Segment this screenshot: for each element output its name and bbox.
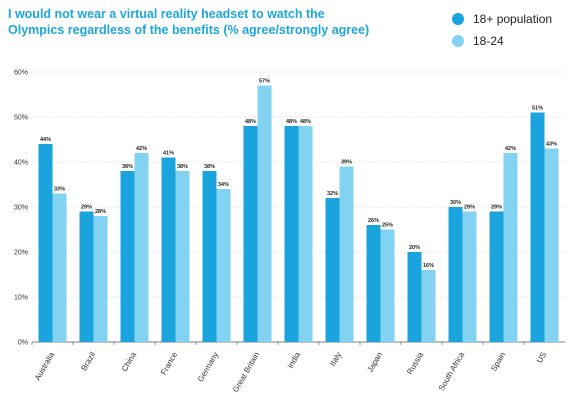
data-label: 48% xyxy=(300,119,311,125)
x-tick-label: France xyxy=(159,350,180,377)
bar xyxy=(380,229,395,342)
data-label: 42% xyxy=(136,146,147,152)
data-label: 16% xyxy=(423,263,434,269)
x-tick-label: Germany xyxy=(196,351,220,384)
legend-item-18-24: 18-24 xyxy=(452,30,552,52)
bar xyxy=(79,211,94,342)
bar xyxy=(134,153,149,342)
x-tick-label: Spain xyxy=(489,351,507,373)
data-label: 38% xyxy=(204,164,215,170)
data-label: 33% xyxy=(54,187,65,193)
x-tick-label: China xyxy=(120,350,139,373)
bar xyxy=(462,211,477,342)
x-tick-label: Italy xyxy=(328,351,343,368)
data-label: 48% xyxy=(245,119,256,125)
data-label: 29% xyxy=(81,205,92,211)
x-tick-label: US xyxy=(535,351,548,365)
bar xyxy=(202,171,217,342)
data-label: 38% xyxy=(122,164,133,170)
x-tick-label: Brazil xyxy=(79,350,97,372)
data-label: 32% xyxy=(327,191,338,197)
data-label: 34% xyxy=(218,182,229,188)
bar xyxy=(544,148,559,342)
data-label: 57% xyxy=(259,79,270,85)
x-tick-label: Russia xyxy=(405,350,425,376)
data-label: 20% xyxy=(409,245,420,251)
bar xyxy=(421,270,436,342)
y-tick-label: 50% xyxy=(14,115,28,122)
data-label: 38% xyxy=(177,164,188,170)
y-tick-label: 40% xyxy=(14,160,28,167)
bar xyxy=(52,193,67,342)
bar xyxy=(489,211,504,342)
data-label: 29% xyxy=(464,205,475,211)
legend-swatch-18-24 xyxy=(452,35,464,47)
x-tick-label: Japan xyxy=(366,351,385,374)
data-label: 42% xyxy=(505,146,516,152)
legend-label-18-24: 18-24 xyxy=(473,34,504,48)
bar xyxy=(257,85,272,342)
bar xyxy=(93,216,108,342)
bar xyxy=(120,171,135,342)
data-label: 51% xyxy=(532,106,543,112)
data-label: 44% xyxy=(40,137,51,143)
data-label: 43% xyxy=(546,142,557,148)
bar xyxy=(366,225,381,342)
data-label: 25% xyxy=(382,223,393,229)
bar xyxy=(298,126,313,342)
data-label: 28% xyxy=(95,209,106,215)
legend-item-18plus: 18+ population xyxy=(452,8,552,30)
bar xyxy=(216,189,231,342)
chart-title: I would not wear a virtual reality heads… xyxy=(8,7,370,37)
y-tick-label: 0% xyxy=(18,340,28,347)
bar xyxy=(284,126,299,342)
bar xyxy=(448,207,463,342)
bar xyxy=(161,157,176,342)
bar xyxy=(530,112,545,342)
y-tick-label: 20% xyxy=(14,250,28,257)
bar xyxy=(243,126,258,342)
chart-legend: 18+ population 18-24 xyxy=(452,8,552,52)
data-label: 41% xyxy=(163,151,174,157)
bar xyxy=(407,252,422,342)
y-tick-label: 10% xyxy=(14,295,28,302)
y-tick-label: 60% xyxy=(14,70,28,77)
x-tick-label: South Africa xyxy=(437,350,467,392)
data-label: 26% xyxy=(368,218,379,224)
x-tick-label: Great Britain xyxy=(231,351,261,394)
data-label: 29% xyxy=(491,205,502,211)
bar xyxy=(339,166,354,342)
y-tick-label: 30% xyxy=(14,205,28,212)
x-tick-label: India xyxy=(286,350,303,370)
data-label: 39% xyxy=(341,160,352,166)
data-label: 30% xyxy=(450,200,461,206)
data-label: 48% xyxy=(286,119,297,125)
legend-label-18plus: 18+ population xyxy=(473,12,553,26)
bar xyxy=(325,198,340,342)
bar xyxy=(503,153,518,342)
bar xyxy=(38,144,53,342)
x-tick-label: Australia xyxy=(33,350,57,382)
legend-swatch-18plus xyxy=(452,13,464,25)
bar xyxy=(175,171,190,342)
